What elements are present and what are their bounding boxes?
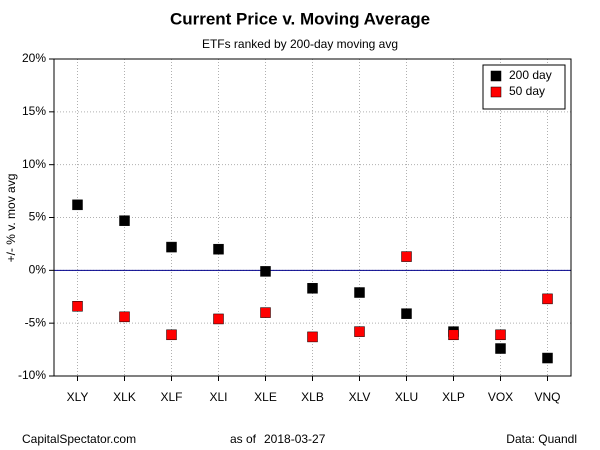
- marker: [542, 293, 553, 305]
- marker: [119, 215, 130, 226]
- legend-swatch: [490, 70, 502, 82]
- x-tick-label: XLB: [301, 390, 324, 404]
- y-tick-label: 15%: [22, 104, 46, 118]
- y-tick-label: -10%: [18, 368, 46, 382]
- y-tick-label: 0%: [29, 263, 47, 277]
- x-tick-label: XLP: [442, 390, 465, 404]
- x-tick-label: XLI: [209, 390, 227, 404]
- marker: [213, 243, 224, 255]
- chart-title: Current Price v. Moving Average: [170, 9, 430, 28]
- marker: [495, 343, 506, 354]
- x-tick-label: XLK: [113, 390, 136, 404]
- y-tick-label: 10%: [22, 157, 46, 171]
- marker: [260, 266, 271, 277]
- x-tick-label: XLY: [67, 390, 89, 404]
- legend-swatch: [490, 86, 502, 98]
- marker: [166, 241, 177, 253]
- marker: [401, 251, 412, 262]
- marker: [166, 329, 177, 341]
- marker: [213, 313, 224, 325]
- x-tick-label: XLV: [349, 390, 371, 404]
- x-tick-label: VOX: [488, 390, 513, 404]
- y-tick-label: 20%: [22, 51, 46, 65]
- marker: [354, 287, 365, 298]
- footer-as-of: as of: [230, 432, 257, 446]
- marker: [495, 329, 506, 341]
- footer-source: CapitalSpectator.com: [22, 432, 136, 446]
- footer-data-source: Data: Quandl: [506, 432, 577, 446]
- legend-label: 50 day: [509, 84, 545, 98]
- legend-label: 200 day: [509, 68, 552, 82]
- x-tick-label: XLF: [160, 390, 182, 404]
- marker: [401, 308, 412, 319]
- marker: [307, 283, 318, 294]
- y-tick-label: 5%: [29, 210, 47, 224]
- marker: [72, 199, 83, 211]
- marker: [542, 352, 553, 364]
- y-tick-label: -5%: [25, 315, 47, 329]
- marker: [448, 329, 459, 341]
- footer-date: 2018-03-27: [264, 432, 326, 446]
- x-tick-label: XLU: [395, 390, 418, 404]
- x-tick-label: XLE: [254, 390, 277, 404]
- marker: [307, 331, 318, 343]
- marker: [260, 307, 271, 318]
- marker: [72, 301, 83, 312]
- marker: [119, 311, 130, 323]
- marker: [354, 326, 365, 337]
- plot-frame: [53, 58, 572, 377]
- chart-subtitle: ETFs ranked by 200-day moving avg: [202, 37, 398, 51]
- x-tick-label: VNQ: [534, 390, 560, 404]
- y-axis-label: +/- % v. mov avg: [4, 174, 18, 263]
